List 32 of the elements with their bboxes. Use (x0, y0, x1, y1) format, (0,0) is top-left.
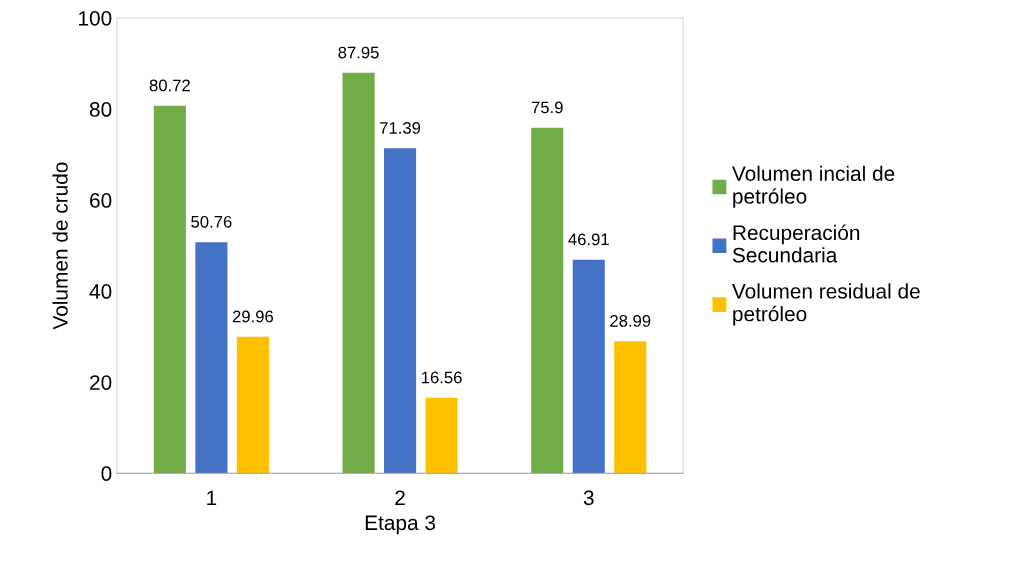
bar (572, 259, 605, 474)
data-label: 71.39 (380, 122, 421, 134)
x-tick-label: 1 (207, 490, 217, 505)
data-label: 50.76 (191, 215, 232, 228)
y-tick-label: 60 (90, 193, 112, 208)
legend-label: Volumen incial de petróleo (732, 165, 895, 208)
data-label: 16.56 (422, 371, 462, 384)
bar (342, 72, 375, 474)
data-label: 80.72 (149, 79, 190, 92)
legend-label: Recuperación Secundaria (732, 224, 860, 263)
x-axis-title: Etapa 3 (365, 515, 436, 535)
legend-label: Volumen residual de petróleo (732, 283, 920, 326)
y-tick-label: 40 (89, 284, 112, 299)
y-tick-label: 20 (90, 375, 112, 390)
bar (153, 105, 186, 474)
bar (614, 341, 647, 474)
data-label: 87.95 (338, 46, 379, 59)
bar (425, 397, 458, 474)
bar (195, 242, 228, 474)
x-tick-label: 3 (583, 490, 594, 506)
data-label: 28.99 (610, 315, 651, 327)
y-tick-label: 80 (89, 102, 112, 117)
x-tick-label: 2 (395, 490, 405, 505)
data-label: 46.91 (568, 233, 609, 246)
bar (384, 148, 417, 474)
y-axis-title: Volumen de crudo (52, 162, 68, 330)
y-tick-label: 0 (101, 466, 112, 481)
bar (531, 127, 564, 474)
data-label: 29.96 (232, 310, 274, 323)
y-tick-label: 100 (79, 10, 112, 26)
data-label: 75.9 (531, 101, 563, 114)
bar (236, 336, 269, 474)
